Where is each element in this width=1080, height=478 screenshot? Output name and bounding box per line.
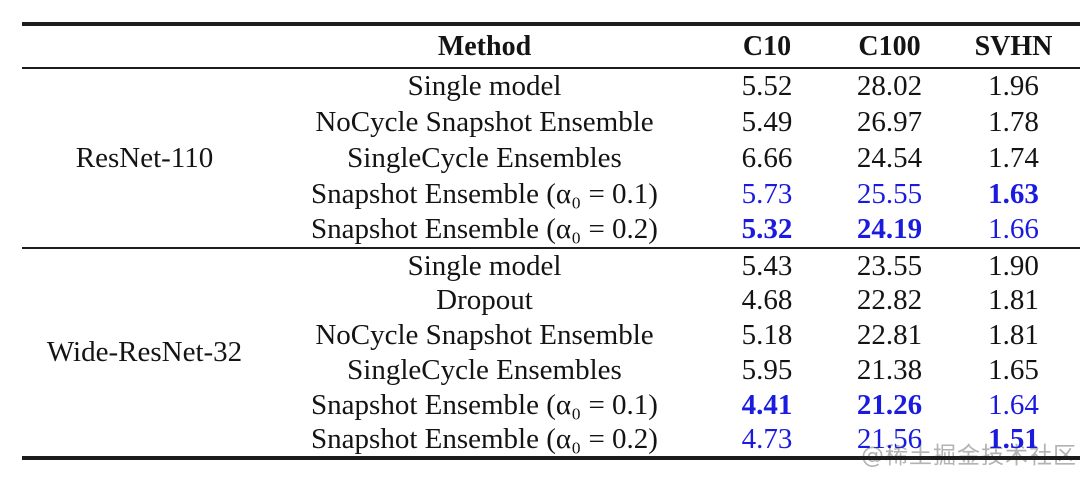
value-svhn: 1.90 [988,249,1039,282]
method-cell: SingleCycle Ensembles [347,354,622,387]
table-row: Snapshot Ensemble (α₀ = 0.2) 5.32 24.19 … [22,212,1080,248]
value-svhn: 1.74 [988,141,1039,174]
method-cell: Snapshot Ensemble (α₀ = 0.1) [311,177,658,210]
method-cell: Snapshot Ensemble (α₀ = 0.1) [311,389,658,422]
header-row: Method C10 C100 SVHN [22,24,1080,68]
value-c10: 5.49 [741,105,793,138]
value-svhn: 1.78 [988,105,1039,138]
table-row: ResNet-110 Single model 5.52 28.02 1.96 [22,68,1080,173]
table-row: Snapshot Ensemble (α₀ = 0.1) 5.73 25.55 … [22,176,1080,212]
value-c10: 5.18 [741,319,793,352]
model-label-wide-resnet-32: Wide-ResNet-32 [46,336,243,369]
table-header: Method C10 C100 SVHN [22,24,1080,68]
value-c10: 4.73 [741,423,793,456]
value-c100: 25.55 [856,177,923,210]
value-c10: 4.68 [741,284,793,317]
header-svhn: SVHN [974,30,1053,62]
value-svhn: 1.96 [988,70,1039,103]
method-cell: Single model [407,249,562,282]
value-c10: 5.73 [741,177,793,210]
value-svhn: 1.65 [988,354,1039,387]
value-c100: 28.02 [856,70,923,103]
value-c10: 5.43 [741,249,793,282]
value-svhn: 1.66 [988,213,1039,246]
table-row: Snapshot Ensemble (α₀ = 0.2) 4.73 21.56 … [22,423,1080,458]
method-cell: SingleCycle Ensembles [347,141,622,174]
value-svhn: 1.64 [988,389,1039,422]
value-svhn: 1.81 [988,284,1039,317]
header-method: Method [437,30,532,62]
table-row: Dropout 4.68 22.82 1.81 [22,283,1080,318]
value-svhn: 1.81 [988,319,1039,352]
value-svhn: 1.63 [988,177,1039,210]
method-cell: NoCycle Snapshot Ensemble [315,105,654,138]
value-c10: 5.52 [741,70,793,103]
value-c100: 23.55 [856,249,923,282]
value-c10: 4.41 [741,389,793,422]
value-c100: 24.54 [856,141,923,174]
table-row: SingleCycle Ensembles 5.95 21.38 1.65 [22,353,1080,388]
value-c100: 21.26 [856,389,923,422]
header-model-spacer [22,24,267,68]
method-cell: Single model [407,70,562,103]
table-row: NoCycle Snapshot Ensemble 5.18 22.81 1.8… [22,318,1080,353]
value-c10: 6.66 [741,141,793,174]
method-cell: Dropout [436,284,533,317]
header-c100: C100 [858,30,921,62]
header-c10: C10 [742,30,792,62]
value-c100: 24.19 [856,213,923,246]
method-cell: Snapshot Ensemble (α₀ = 0.2) [311,423,658,456]
table-row: Snapshot Ensemble (α₀ = 0.1) 4.41 21.26 … [22,388,1080,423]
table-row: NoCycle Snapshot Ensemble 5.49 26.97 1.7… [22,104,1080,140]
group-wide-resnet-32: Wide-ResNet-32 Single model 5.43 23.55 1… [22,248,1080,458]
value-c100: 26.97 [856,105,923,138]
value-c100: 21.56 [856,423,923,456]
results-table: Method C10 C100 SVHN ResNet-110 Single m… [22,22,1080,460]
method-cell: Snapshot Ensemble (α₀ = 0.2) [311,213,658,246]
value-svhn: 1.51 [988,423,1039,456]
value-c100: 22.81 [856,319,923,352]
model-label-resnet-110: ResNet-110 [75,141,214,174]
value-c10: 5.95 [741,354,793,387]
value-c100: 21.38 [856,354,923,387]
group-resnet-110: ResNet-110 Single model 5.52 28.02 1.96 … [22,68,1080,248]
value-c100: 22.82 [856,284,923,317]
table-row: SingleCycle Ensembles 6.66 24.54 1.74 [22,140,1080,176]
value-c10: 5.32 [741,213,793,246]
method-cell: NoCycle Snapshot Ensemble [315,319,654,352]
table-row: Wide-ResNet-32 Single model 5.43 23.55 1… [22,248,1080,368]
